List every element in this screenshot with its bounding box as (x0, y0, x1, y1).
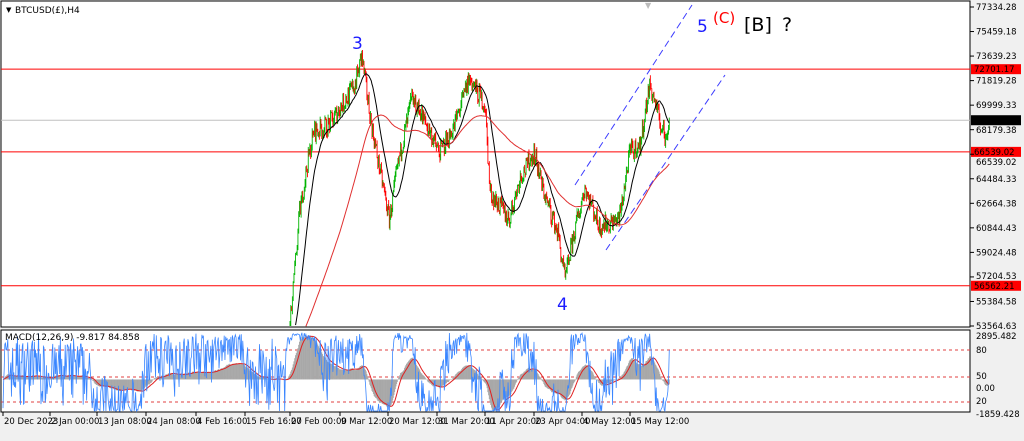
moving-average-slow-line (305, 114, 670, 327)
level-price-tag (971, 64, 1021, 75)
price-tick-label: 68179.38 (976, 126, 1017, 136)
current-price-label: 68897.80 (974, 116, 1015, 126)
wave-b-label: [B] (744, 14, 772, 36)
price-tick-label: 77334.28 (976, 3, 1017, 13)
price-tick-label: 62664.38 (976, 199, 1017, 209)
channel-upper-line[interactable] (574, 4, 693, 186)
price-tick-label: 64484.33 (976, 175, 1017, 185)
price-tick-label: 53564.63 (976, 322, 1017, 332)
macd-signal-line (2, 335, 670, 411)
time-tick-label: 11 Apr 20:00 (486, 417, 541, 427)
wave-3-label: 3 (352, 34, 363, 54)
level-price-label: 56562.21 (974, 282, 1015, 292)
wave-4-label: 4 (557, 295, 568, 315)
level-price-label: 66539.02 (974, 148, 1015, 158)
level-price-tag (971, 146, 1021, 157)
time-tick-label: 31 Mar 20:00 (438, 417, 495, 427)
level-price-tag (971, 280, 1021, 291)
wave-5-label: 5 (697, 17, 708, 37)
current-price-tag (971, 115, 1021, 126)
time-tick-label: 20 Mar 12:00 (389, 417, 446, 427)
indicator-tick-label: 0.00 (976, 384, 995, 394)
price-tick-label: 57204.53 (976, 272, 1017, 282)
dropdown-arrow-icon[interactable]: ▼ (6, 6, 12, 14)
time-tick-label: 15 May 12:00 (631, 417, 689, 427)
time-tick-label: 4 May 12:00 (583, 417, 636, 427)
price-tick-label: 66539.02 (976, 158, 1017, 168)
wave-c-label: (C) (713, 9, 735, 27)
chart-title: BTCUSD(£),H4 (15, 6, 80, 16)
time-tick-label: 24 Jan 08:00 (147, 417, 201, 427)
price-tick-label: 59024.48 (976, 248, 1017, 258)
price-tick-label: 69999.33 (976, 101, 1017, 111)
oscillator-line (2, 331, 670, 413)
main-plot-area[interactable] (0, 0, 971, 328)
price-tick-label: 71819.28 (976, 77, 1017, 87)
indicator-title: MACD(12,26,9) -9.817 84.858 (5, 333, 140, 343)
moving-average-fast-line (295, 73, 670, 326)
shift-marker-icon[interactable]: ▼ (645, 1, 652, 10)
time-tick-label: 23 Apr 04:00 (535, 417, 590, 427)
time-tick-label: 15 Feb 16:00 (246, 417, 302, 427)
indicator-tick-label: 20 (976, 397, 987, 407)
price-tick-label: 75459.18 (976, 28, 1017, 38)
level-price-label: 72701.17 (974, 65, 1015, 75)
time-tick-label: 13 Jan 08:00 (98, 417, 152, 427)
time-tick-label: 27 Feb 00:00 (291, 417, 347, 427)
channel-lower-line[interactable] (605, 74, 726, 251)
question-mark-label: ? (782, 14, 792, 36)
time-tick-label: 2 Jan 00:00 (51, 417, 99, 427)
indicator-tick-label: 50 (976, 372, 987, 382)
indicator-tick-label: 80 (976, 346, 987, 356)
time-tick-label: 4 Feb 16:00 (197, 417, 247, 427)
price-tick-label: 55384.58 (976, 297, 1017, 307)
indicator-tick-label: 2895.482 (976, 332, 1017, 342)
price-tick-label: 73639.23 (976, 52, 1017, 62)
indicator-tick-label: -1859.428 (976, 410, 1020, 420)
price-tick-label: 60844.43 (976, 224, 1017, 234)
time-tick-label: 9 Mar 12:00 (341, 417, 392, 427)
time-tick-label: 20 Dec 2023 (4, 417, 58, 427)
